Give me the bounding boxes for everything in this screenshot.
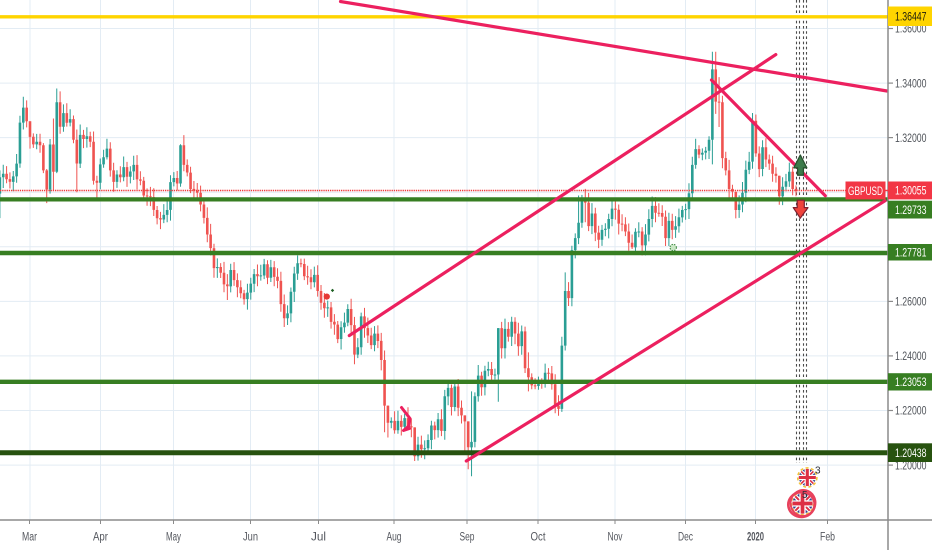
svg-text:5: 5 (802, 490, 808, 501)
svg-text:Nov: Nov (608, 532, 623, 544)
svg-text:Feb: Feb (820, 532, 835, 544)
svg-text:Oct: Oct (531, 532, 547, 544)
svg-text:Dec: Dec (678, 532, 693, 544)
svg-text:Apr: Apr (93, 532, 108, 544)
svg-text:1.26000: 1.26000 (895, 295, 927, 309)
svg-text:3: 3 (815, 466, 821, 477)
svg-text:1.29733: 1.29733 (895, 203, 927, 217)
svg-text:May: May (166, 532, 181, 544)
svg-text:1.24000: 1.24000 (895, 349, 927, 363)
svg-text:1.34000: 1.34000 (895, 76, 927, 90)
svg-text:1.20438: 1.20438 (895, 446, 927, 460)
svg-text:Jun: Jun (243, 532, 258, 544)
svg-text:Mar: Mar (22, 532, 37, 544)
svg-text:1.30055: 1.30055 (895, 184, 927, 198)
svg-text:1.22000: 1.22000 (895, 404, 927, 418)
svg-text:GBPUSD: GBPUSD (848, 184, 883, 198)
svg-text:1.36447: 1.36447 (895, 9, 927, 23)
svg-text:1.27781: 1.27781 (895, 245, 927, 259)
svg-text:Aug: Aug (387, 532, 402, 544)
svg-text:2020: 2020 (747, 532, 764, 544)
svg-text:Sep: Sep (460, 532, 475, 544)
svg-text:1.32000: 1.32000 (895, 131, 927, 145)
svg-text:1.23053: 1.23053 (895, 375, 927, 389)
svg-text:Jul: Jul (311, 532, 326, 544)
